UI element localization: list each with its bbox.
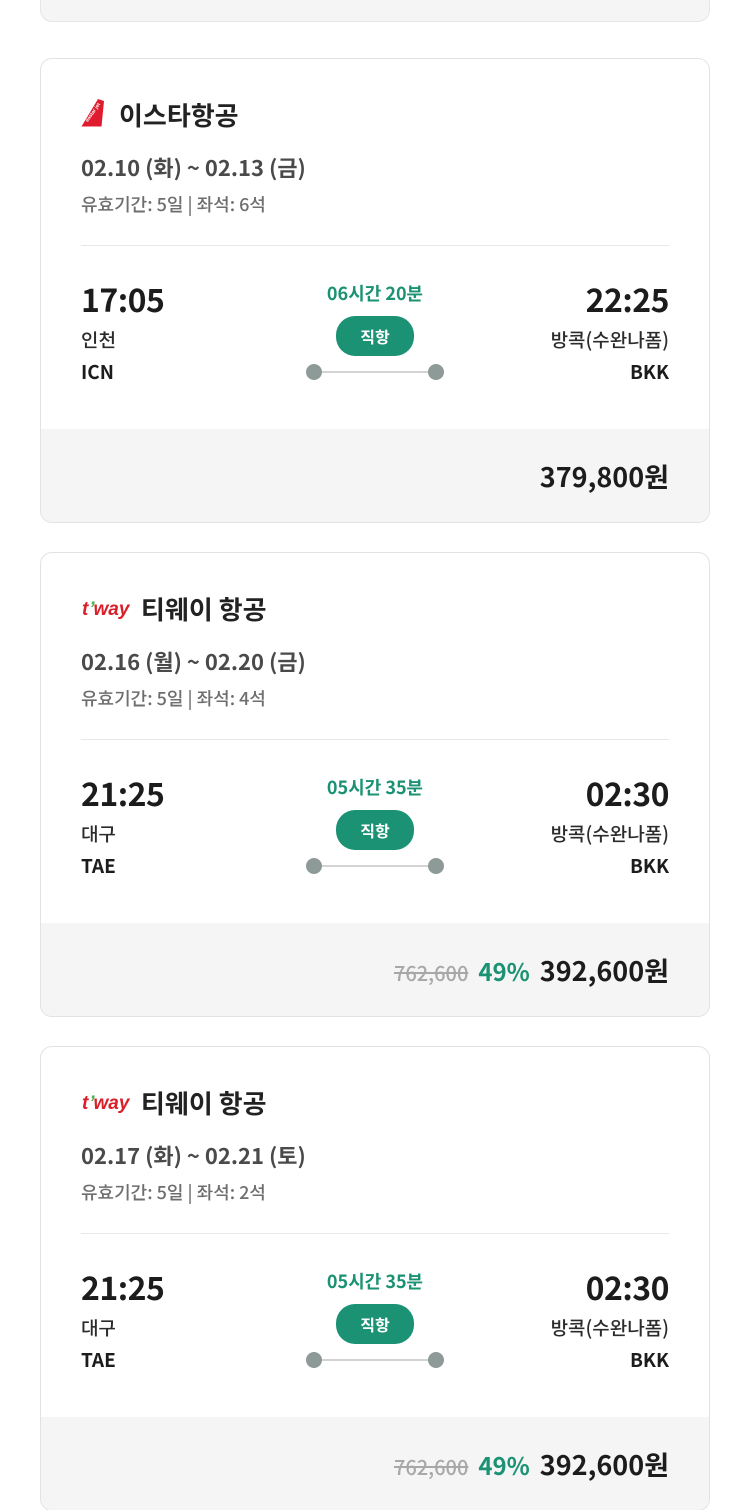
svg-text:t: t xyxy=(82,1093,89,1114)
svg-text:t: t xyxy=(82,599,89,620)
svg-text:way: way xyxy=(94,1093,131,1114)
svg-text:way: way xyxy=(94,599,131,620)
